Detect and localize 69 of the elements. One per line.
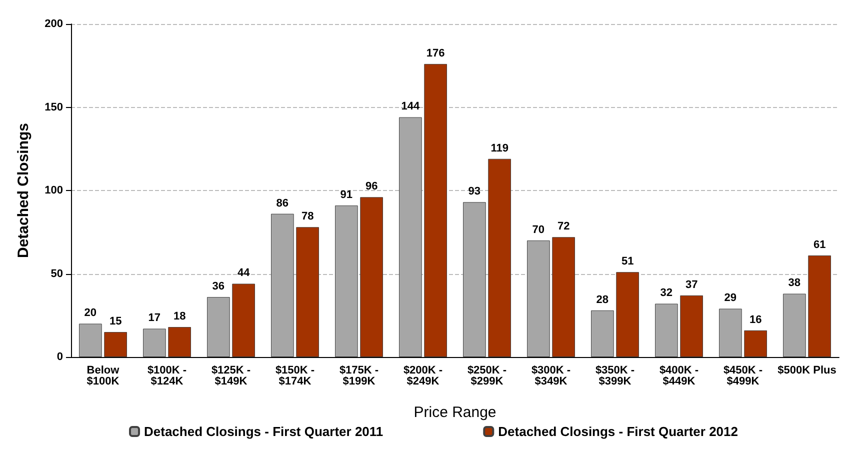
x-axis-title: Price Range [414, 404, 496, 421]
x-tick-label: Below $100K [86, 364, 120, 388]
x-tick-label: $250K - $299K [467, 364, 507, 388]
data-label: 37 [685, 278, 698, 291]
data-label: 28 [596, 294, 609, 306]
data-label: 119 [490, 142, 508, 154]
data-label: 44 [237, 267, 251, 280]
bar [335, 205, 358, 357]
bar [808, 255, 831, 357]
x-tick-label: $125K - $149K [211, 364, 251, 388]
bar [719, 308, 742, 357]
data-label: 91 [340, 188, 353, 201]
data-label: 51 [621, 256, 634, 268]
x-tick-label: $150K - $174K [275, 364, 315, 388]
data-label: 17 [148, 312, 161, 324]
data-label: 32 [660, 287, 673, 300]
y-tick-label: 100 [44, 184, 63, 196]
x-tick-label: $450K - $499K [723, 364, 763, 388]
data-label: 86 [276, 197, 289, 210]
y-tick-label: 200 [44, 18, 63, 30]
data-label: 144 [401, 100, 420, 113]
bar [655, 304, 678, 357]
data-label: 93 [468, 186, 481, 198]
bar [463, 202, 486, 357]
legend-label: Detached Closings - First Quarter 2012 [498, 424, 738, 439]
bar [488, 158, 511, 357]
y-tick-label: 0 [56, 351, 63, 363]
bar [527, 240, 550, 357]
bar [232, 284, 255, 357]
data-label: 16 [749, 314, 762, 326]
data-label: 61 [813, 238, 826, 251]
bar [783, 294, 806, 357]
data-label: 15 [109, 316, 122, 328]
y-tick-label: 50 [50, 268, 63, 280]
x-tick-label: $400K - $449K [659, 364, 699, 388]
bar [424, 64, 447, 357]
bar [207, 297, 230, 357]
bar [552, 237, 575, 357]
data-label: 78 [301, 210, 314, 223]
data-label: 36 [212, 280, 225, 293]
bar [168, 327, 191, 357]
data-label: 70 [532, 224, 545, 236]
x-tick-label: $175K - $199K [339, 364, 379, 388]
data-label: 29 [724, 292, 737, 304]
bar [104, 332, 127, 357]
y-axis-title: Detached Closings [15, 122, 32, 258]
bar [79, 324, 102, 357]
bar [616, 272, 639, 357]
data-label: 96 [365, 180, 378, 193]
bar [296, 227, 319, 357]
y-tick-label: 150 [44, 101, 63, 114]
bar [680, 295, 703, 357]
data-label: 38 [788, 277, 801, 290]
data-label: 20 [84, 307, 97, 320]
x-tick-label: $100K - $124K [147, 364, 187, 388]
legend-label: Detached Closings - First Quarter 2011 [144, 424, 384, 439]
x-tick-label: $500K Plus [778, 364, 836, 376]
bar [399, 117, 422, 357]
x-tick-label: $350K - $399K [595, 364, 635, 388]
x-tick-label: $300K - $349K [531, 364, 571, 388]
data-label: 72 [557, 220, 570, 233]
bar [143, 328, 166, 357]
bar [271, 214, 294, 357]
bar [591, 310, 614, 357]
x-tick-label: $200K - $249K [403, 364, 443, 388]
data-label: 18 [173, 310, 186, 323]
bar [744, 330, 767, 357]
data-label: 176 [426, 47, 445, 60]
bar [360, 197, 383, 357]
